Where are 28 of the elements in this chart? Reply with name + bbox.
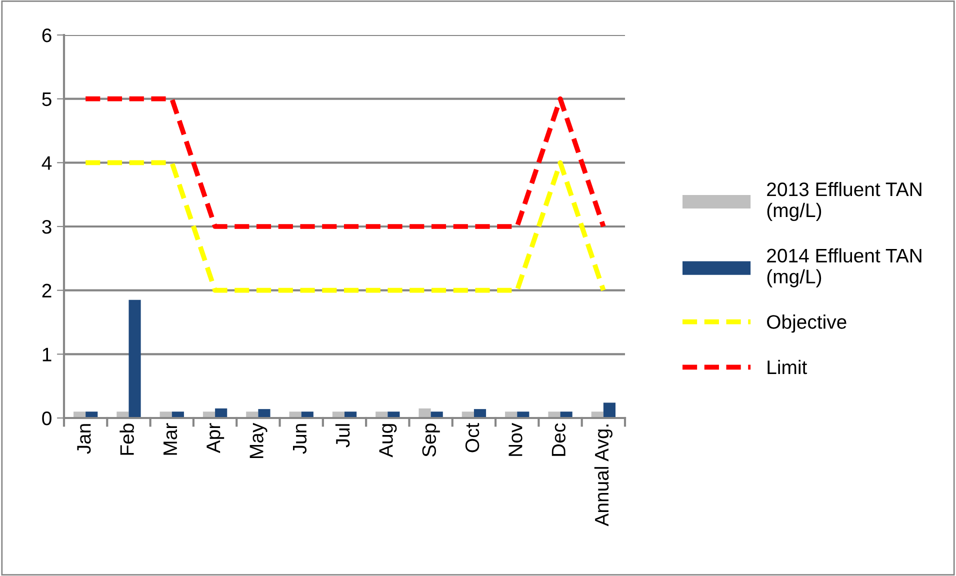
- legend-label: Limit: [768, 360, 808, 374]
- y-tick-label: 2: [42, 284, 52, 298]
- legend-label: 2013 Effluent TAN (mg/L): [767, 182, 922, 222]
- bar: [603, 402, 616, 418]
- x-tick-label: Apr: [206, 423, 224, 454]
- legend-label: Objective: [767, 314, 846, 333]
- x-tick-label: Dec: [552, 423, 566, 456]
- y-tick-label: 6: [42, 28, 52, 42]
- y-tick-label: 4: [42, 156, 52, 170]
- x-tick-label: Annual Avg.: [594, 424, 612, 526]
- y-tick-label: 0: [42, 411, 52, 426]
- y-tick-label: 5: [42, 92, 52, 106]
- bar: [418, 408, 431, 418]
- y-tick-label: 3: [42, 220, 52, 234]
- bar: [128, 300, 141, 418]
- x-tick-label: Mar: [164, 423, 178, 455]
- x-tick-label: Sep: [422, 424, 440, 457]
- bar: [258, 409, 270, 418]
- x-tick-label: Jun: [292, 424, 307, 454]
- x-tick-label: Jul: [335, 424, 350, 448]
- x-tick-label: May: [250, 422, 268, 458]
- x-tick-label: Jan: [77, 424, 91, 454]
- x-tick-label: Feb: [120, 424, 134, 455]
- x-tick-label: Oct: [465, 423, 480, 452]
- x-tick-label: Aug: [379, 424, 397, 458]
- y-tick-label: 1: [42, 348, 52, 362]
- x-tick-label: Nov: [508, 422, 522, 456]
- legend-label: 2014 Effluent TAN (mg/L): [767, 248, 922, 288]
